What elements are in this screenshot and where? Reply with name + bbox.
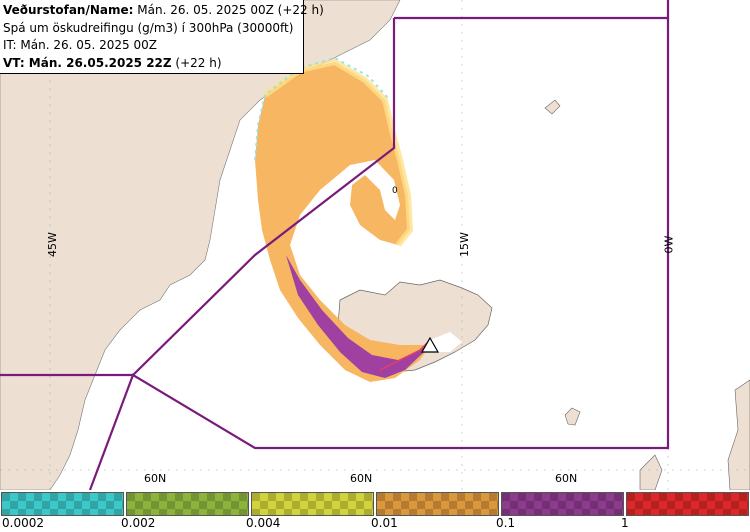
lat-label-60n: 60N [144, 472, 167, 485]
legend-tick-label: 0.1 [496, 516, 516, 530]
ash-plume-fringe [263, 58, 414, 247]
header-line-2: Spá um öskudreifingu (g/m3) í 300hPa (30… [3, 20, 294, 35]
ash-plume-high [286, 255, 428, 378]
legend-tick-label: 0.0002 [2, 516, 44, 530]
legend-swatch [501, 492, 624, 516]
header-line-4: VT: Mán. 26.05.2025 22Z (+22 h) [3, 55, 303, 73]
plume-marker-label: 0 [392, 186, 398, 196]
legend-swatch [1, 492, 124, 516]
valid-time: VT: Mán. 26.05.2025 22Z [3, 55, 172, 70]
issuer-label: Veðurstofan/Name: [3, 3, 134, 17]
lat-label-60n: 60N [350, 472, 373, 485]
legend-swatch [376, 492, 499, 516]
ash-plume-fringe-cyan [254, 56, 391, 161]
fir-boundary-line [0, 18, 396, 377]
legend-tick-label: 0.01 [371, 516, 398, 530]
lon-label-15w: 15W [457, 232, 471, 257]
legend-tick-label: 0.002 [121, 516, 156, 530]
forecast-info-panel: Veðurstofan/Name: Mán. 26. 05. 2025 00Z … [0, 0, 324, 74]
legend-swatch [126, 492, 249, 516]
fir-boundary-line [88, 18, 670, 490]
issue-time: Mán. 26. 05. 2025 00Z (+22 h) [133, 3, 324, 17]
island-faroe [544, 99, 561, 115]
map-canvas [0, 0, 750, 490]
ash-plume-low [255, 62, 430, 382]
island-shetland [564, 407, 581, 426]
legend-tick-label: 1 [621, 516, 629, 530]
scotland-coast [639, 454, 663, 490]
lat-label-60n: 60N [555, 472, 578, 485]
legend-swatch [251, 492, 374, 516]
lon-label-45w: 45W [45, 232, 59, 257]
concentration-legend: 0.0002 0.002 0.004 0.01 0.1 1 [0, 490, 750, 532]
volcano-marker-icon [420, 336, 440, 353]
legend-swatch [626, 492, 749, 516]
legend-tick-label: 0.004 [246, 516, 281, 530]
header-line-1: Veðurstofan/Name: Mán. 26. 05. 2025 00Z … [3, 2, 324, 20]
lon-label-0w: 0W [662, 235, 676, 254]
valid-offset: (+22 h) [171, 55, 222, 70]
vatnajokull-ice [430, 332, 462, 352]
scandinavia-coast [727, 379, 750, 490]
header-line-3: IT: Mán. 26. 05. 2025 00Z [3, 38, 157, 52]
